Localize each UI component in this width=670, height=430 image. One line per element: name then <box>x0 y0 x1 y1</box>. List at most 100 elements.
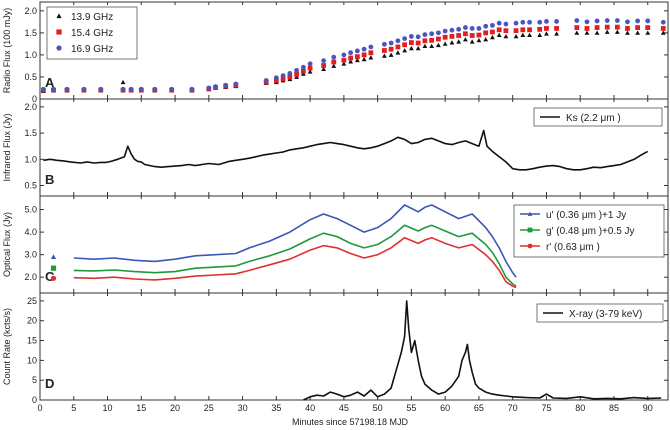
legend-marker <box>527 211 533 216</box>
data-point <box>422 32 428 38</box>
x-tick-label: 0 <box>37 403 42 413</box>
data-point <box>51 86 56 92</box>
legend-label: 15.4 GHz <box>71 28 113 39</box>
series-line <box>303 300 662 401</box>
data-point <box>436 30 441 36</box>
data-point <box>520 19 526 25</box>
data-point <box>496 32 502 37</box>
data-point <box>527 32 532 37</box>
y-tick-label: 0 <box>32 94 37 104</box>
data-point <box>152 86 158 92</box>
data-point <box>408 45 414 51</box>
data-point <box>554 26 559 31</box>
data-point <box>604 29 610 34</box>
data-point <box>527 19 532 25</box>
legend-marker <box>56 13 62 19</box>
series-line <box>73 236 517 289</box>
data-point <box>449 33 455 39</box>
data-point <box>331 59 337 65</box>
legend: u' (0.36 μm )+1 Jy g' (0.48 μm )+0.5 Jy r'… <box>513 204 665 258</box>
data-point <box>660 30 666 35</box>
series-start-marker <box>50 275 57 281</box>
data-point <box>361 46 367 52</box>
y-tick-label: 5.0 <box>24 205 37 215</box>
data-point <box>300 64 306 70</box>
data-point <box>348 50 354 56</box>
data-point <box>422 38 428 44</box>
legend-marker <box>527 227 533 233</box>
data-point <box>537 19 543 25</box>
data-point <box>273 78 279 83</box>
data-point <box>354 57 360 63</box>
legend-box <box>46 6 138 60</box>
y-tick-label: 1.5 <box>24 28 37 38</box>
panel-d: 0 5 10 15 20 25 0 5 10 15 20 25 30 35 40 45 50 55 60 65 70 75… <box>2 292 669 413</box>
panel-letter: C <box>45 269 55 284</box>
x-tick-label: 60 <box>440 403 450 413</box>
data-point <box>381 53 387 58</box>
data-point <box>614 29 620 34</box>
x-tick-label: 50 <box>373 403 383 413</box>
data-point <box>307 65 313 71</box>
data-point <box>625 26 630 31</box>
legend-marker <box>56 29 62 35</box>
data-point <box>503 28 509 34</box>
data-point <box>280 73 286 79</box>
data-point <box>388 52 394 57</box>
series-line <box>73 224 517 287</box>
legend-label: Ks (2.2 μm ) <box>566 113 621 124</box>
data-point <box>64 86 70 92</box>
panel-c: 2.0 3.0 4.0 5.0 Optical Flux (Jy) Cu' (0.36 μ… <box>2 195 669 294</box>
panel-frame <box>39 292 669 401</box>
x-tick-label: 65 <box>474 403 484 413</box>
data-point <box>544 19 549 24</box>
data-point <box>294 67 300 73</box>
data-point <box>307 69 313 74</box>
data-point <box>213 84 218 90</box>
data-point <box>307 61 313 67</box>
data-point <box>574 18 580 23</box>
y-axis-label: Radio Flux (100 mJy) <box>2 8 12 94</box>
data-point <box>520 27 526 33</box>
y-tick-label: 1.5 <box>24 128 37 138</box>
x-tick-label: 20 <box>170 403 180 413</box>
legend-box <box>536 303 664 323</box>
panel-letter: A <box>45 75 55 90</box>
data-point <box>395 50 401 55</box>
data-point <box>463 37 468 42</box>
y-tick-label: 25 <box>27 296 37 306</box>
data-point <box>98 86 104 92</box>
y-tick-label: 1.0 <box>24 154 37 164</box>
y-tick-label: 0.5 <box>24 72 37 82</box>
legend: X-ray (3-79 keV) <box>536 303 664 323</box>
data-point <box>594 30 600 35</box>
x-tick-label: 10 <box>103 403 113 413</box>
x-tick-label: 40 <box>305 403 315 413</box>
data-point <box>408 40 414 45</box>
y-tick-label: 3.0 <box>24 250 37 260</box>
data-point <box>273 75 279 81</box>
data-point <box>368 50 374 56</box>
data-point <box>496 27 502 33</box>
data-point <box>120 86 126 92</box>
data-point <box>300 68 306 74</box>
data-point <box>361 56 367 62</box>
data-point <box>189 86 195 92</box>
y-tick-label: 2.0 <box>24 102 37 112</box>
legend-marker <box>56 45 62 51</box>
legend-label: u' (0.36 μm )+1 Jy <box>546 210 626 221</box>
data-point <box>574 30 580 35</box>
data-point <box>436 42 441 48</box>
data-point <box>490 29 495 35</box>
data-point <box>635 18 641 24</box>
data-point <box>554 19 559 24</box>
data-point <box>40 86 46 92</box>
data-point <box>381 41 387 47</box>
data-point <box>476 26 482 31</box>
data-point <box>635 25 641 30</box>
data-point <box>604 18 610 23</box>
data-point <box>442 34 448 40</box>
data-point <box>554 31 559 36</box>
y-tick-label: 2.0 <box>24 272 37 282</box>
data-point <box>584 19 590 25</box>
